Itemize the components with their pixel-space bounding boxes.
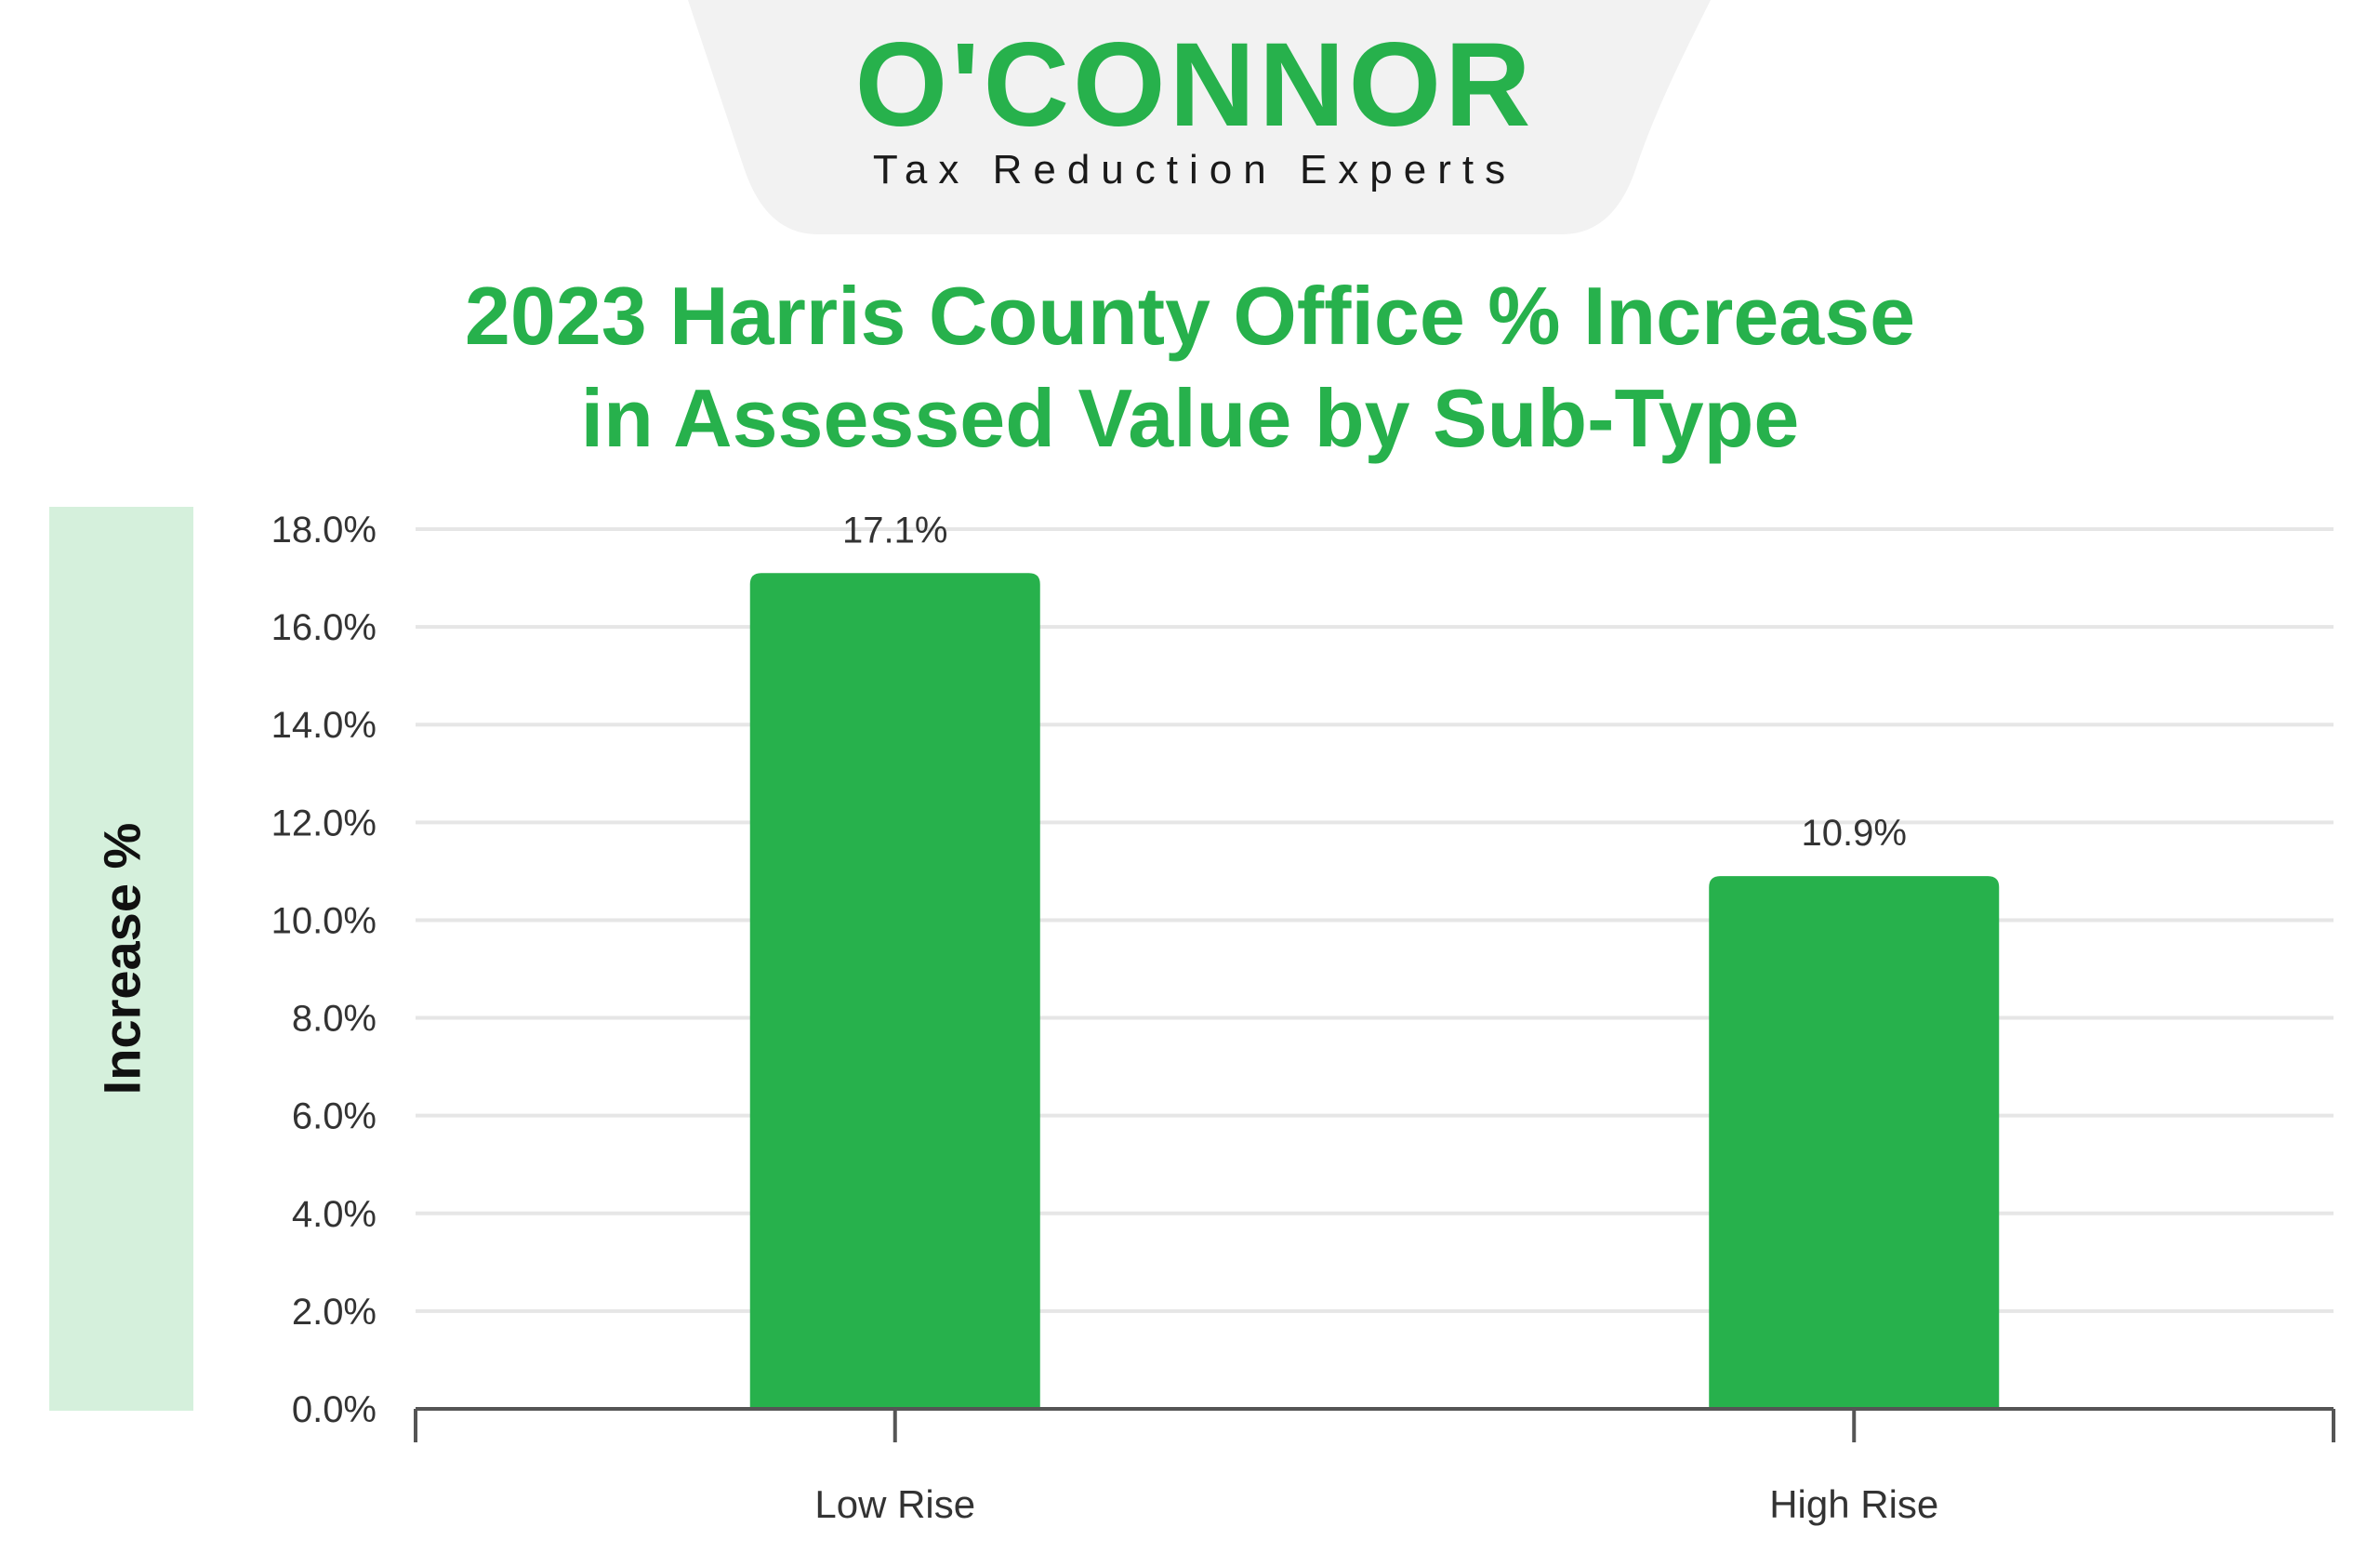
y-tick-label: 0.0% [292, 1389, 377, 1430]
y-tick-label: 10.0% [271, 900, 377, 941]
y-tick-label: 16.0% [271, 607, 377, 648]
y-axis-label-panel: Increase % [49, 507, 193, 1411]
header-tab [688, 0, 1711, 234]
y-tick-label: 8.0% [292, 999, 377, 1040]
y-tick-label: 2.0% [292, 1292, 377, 1333]
y-tick-label: 6.0% [292, 1096, 377, 1137]
chart-title-line-2: in Assessed Value by Sub-Type [580, 372, 1800, 464]
oconnor-logo: O'CONNOR Tax Reduction Experts [855, 19, 1535, 192]
bar-high-rise [1709, 876, 2000, 1409]
x-tick-label: High Rise [1769, 1482, 1938, 1526]
y-tick-label: 18.0% [271, 510, 377, 551]
x-tick-label: Low Rise [814, 1482, 975, 1526]
bar-low-rise [749, 573, 1040, 1409]
logo-wordmark: O'CONNOR [855, 19, 1535, 152]
y-tick-label: 14.0% [271, 705, 377, 746]
chart-title: 2023 Harris County Office % Increase in … [0, 265, 2380, 470]
data-label: 10.9% [1802, 813, 1907, 854]
logo-tagline: Tax Reduction Experts [873, 147, 1516, 192]
y-tick-label: 4.0% [292, 1194, 377, 1235]
data-label: 17.1% [842, 510, 947, 551]
y-tick-label: 12.0% [271, 803, 377, 843]
chart-title-line-1: 2023 Harris County Office % Increase [464, 270, 1916, 362]
